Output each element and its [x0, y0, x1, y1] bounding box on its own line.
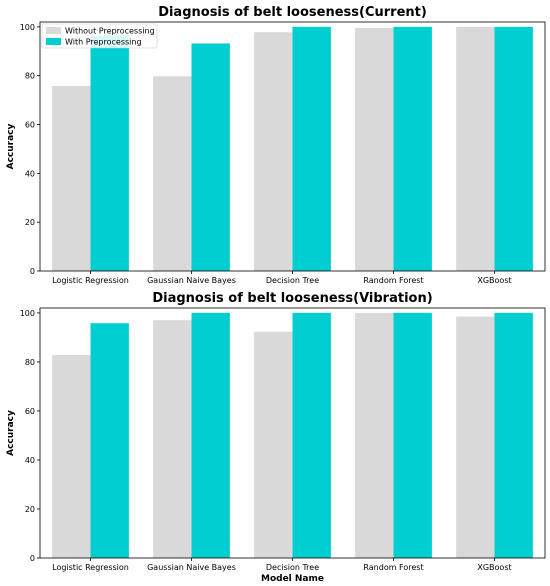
bar-without-preprocessing: [52, 355, 91, 558]
y-tick-label: 100: [20, 309, 35, 318]
y-tick-label: 80: [25, 358, 35, 367]
chart-panel-2: Diagnosis of belt looseness(Vibration) Lo…: [6, 291, 546, 584]
legend: Without Preprocessing With Preprocessing: [41, 23, 158, 49]
x-tick-label: Logistic Regression: [52, 276, 129, 285]
y-tick-label: 20: [25, 505, 35, 514]
y-tick-label: 60: [25, 121, 35, 130]
bar-with-preprocessing: [494, 312, 533, 558]
chart-title: Diagnosis of belt looseness(Current): [158, 5, 427, 20]
bar-with-preprocessing: [494, 26, 533, 271]
bar-with-preprocessing: [292, 312, 331, 558]
bar-with-preprocessing: [393, 26, 432, 271]
bar-with-preprocessing: [90, 35, 129, 272]
x-tick-label: Random Forest: [363, 563, 423, 572]
bar-without-preprocessing: [52, 85, 91, 271]
x-axis-label: Model Name: [261, 574, 324, 584]
x-tick-label: Gaussian Naive Bayes: [147, 276, 236, 285]
x-tick-label: Gaussian Naive Bayes: [147, 563, 236, 572]
legend-swatch-without: [46, 27, 61, 34]
bar-without-preprocessing: [153, 320, 192, 558]
bar-without-preprocessing: [456, 316, 495, 558]
y-axis-label: Accuracy: [6, 410, 16, 456]
y-tick-label: 20: [25, 218, 35, 227]
bar-with-preprocessing: [292, 26, 331, 271]
legend-label-without: Without Preprocessing: [65, 27, 155, 36]
bar-without-preprocessing: [254, 331, 293, 558]
bar-with-preprocessing: [393, 312, 432, 558]
x-tick-label: XGBoost: [477, 563, 511, 572]
plot-frame: [39, 307, 546, 559]
y-tick-label: 40: [25, 169, 35, 178]
x-tick-label: Decision Tree: [266, 276, 319, 285]
legend-label-with: With Preprocessing: [65, 38, 142, 47]
y-tick-label: 0: [30, 267, 35, 276]
bar-without-preprocessing: [153, 76, 192, 271]
x-tick-label: Random Forest: [363, 276, 423, 285]
bar-without-preprocessing: [355, 312, 394, 558]
x-tick-label: Logistic Regression: [52, 563, 129, 572]
x-tick-label: Decision Tree: [266, 563, 319, 572]
y-tick-label: 80: [25, 72, 35, 81]
chart-title: Diagnosis of belt looseness(Vibration): [152, 291, 432, 306]
plot-frame: [39, 21, 546, 272]
y-axis-label: Accuracy: [6, 123, 16, 169]
legend-box: [41, 23, 158, 49]
bar-with-preprocessing: [90, 323, 129, 558]
legend-swatch-with: [46, 38, 61, 45]
y-tick-label: 40: [25, 456, 35, 465]
bar-without-preprocessing: [355, 27, 394, 271]
bar-without-preprocessing: [456, 26, 495, 271]
bar-with-preprocessing: [191, 43, 230, 271]
bar-with-preprocessing: [191, 312, 230, 558]
y-tick-label: 60: [25, 407, 35, 416]
x-tick-label: XGBoost: [477, 276, 511, 285]
y-tick-label: 0: [30, 554, 35, 563]
y-tick-label: 100: [20, 23, 35, 32]
bar-without-preprocessing: [254, 32, 293, 271]
chart-panel-1: Diagnosis of belt looseness(Current) Logi…: [6, 5, 546, 285]
